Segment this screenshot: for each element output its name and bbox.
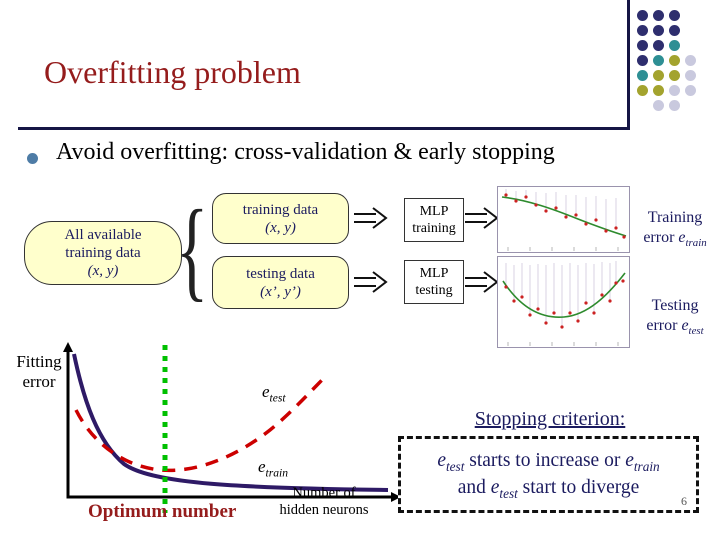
decorative-dot [668,55,680,66]
data-points [504,193,626,239]
arrow-right-icon [465,271,499,293]
etest-curve [74,376,326,473]
testing-data-vars: (x’, y’) [260,283,301,300]
decorative-dot [668,100,680,111]
arrow-right-icon [354,207,388,229]
testing-error-symbol: error etest [646,317,704,338]
decorative-dot [668,25,680,36]
residual-stems [505,189,617,231]
stopping-line2: and etest start to diverge [457,476,640,501]
decorative-dot [652,70,664,81]
training-plot [497,186,630,253]
source-line2: training data [65,245,141,261]
decorative-dot [652,100,664,111]
source-line1: All available [64,227,142,243]
decorative-dot [652,10,664,21]
chart-xlabel: Number of hidden neurons [268,485,380,518]
residual-stems [505,261,617,327]
decorative-dot [636,85,648,96]
fitting-error-chart [63,342,401,513]
dot-spacer [685,25,696,36]
decorative-dot [668,70,680,81]
fit-curve [502,272,626,318]
testing-data-label: testing data [246,265,315,282]
decorative-dot [684,55,696,66]
decorative-dot [636,55,648,66]
y-axis-arrow [63,342,73,352]
testing-data-box: testing data (x’, y’) [212,256,349,309]
decorative-dot [636,40,648,51]
bullet-icon [27,153,38,164]
arrow-right-icon [465,207,499,229]
training-error-label: Training error etrain [630,208,720,250]
decorative-dot [684,70,696,81]
stopping-criterion-box: etest starts to increase or etrain and e… [398,436,699,513]
page-title: Overfitting problem [44,54,301,90]
etest-curve-label: etest [262,382,286,405]
decorative-dot [668,85,680,96]
decorative-dot [652,85,664,96]
training-word: Training [647,209,703,226]
mlp-testing-box: MLP testing [404,260,464,304]
decorative-dot [652,40,664,51]
decorative-dot [668,10,680,21]
decorative-dot [652,55,664,66]
axis-ticks [507,342,619,346]
decorative-dot [668,40,680,51]
data-points [504,279,625,329]
training-error-symbol: error etrain [643,229,707,250]
slide-number: 6 [681,494,687,508]
training-data-box: training data (x, y) [212,193,349,244]
curly-brace: { [176,188,209,312]
xlabel-line1: Number of [292,485,356,501]
decorative-dot [684,85,696,96]
xlabel-line2: hidden neurons [279,501,369,518]
ylabel-line1: Fitting [16,352,62,371]
dot-spacer [685,10,696,21]
source-line3: (x, y) [87,263,119,279]
testing-plot-svg [502,261,626,346]
decorative-dot [636,70,648,81]
dot-spacer [685,100,696,111]
decorative-dot [636,10,648,21]
training-plot-svg [501,189,627,251]
ylabel-line2: error [22,372,56,392]
mlp-label: MLP [419,203,449,219]
mlp-training-box: MLP training [404,198,464,242]
dots-decoration [634,8,698,113]
decorative-dot [652,25,664,36]
source-data-shape: All available training data (x, y) [24,221,182,285]
optimum-number-label: Optimum number [88,501,237,522]
axes [66,350,392,499]
mlp-label: MLP [419,265,449,281]
testing-plot [497,256,630,348]
testing-word: Testing [651,297,699,314]
dot-spacer [637,100,648,111]
chart-ylabel: Fitting error [8,352,70,393]
template-vertical-line [627,0,630,130]
title-underline [18,127,629,130]
etrain-curve [72,353,389,492]
fit-curve [501,196,627,237]
arrow-right-icon [354,271,388,293]
bullet-text: Avoid overfitting: cross-validation & ea… [56,139,555,165]
training-data-vars: (x, y) [265,219,296,236]
training-data-label: training data [242,201,319,218]
decorative-dot [636,25,648,36]
stopping-criterion-heading: Stopping criterion: [474,408,626,430]
testing-error-label: Testing error etest [630,296,720,338]
mlp-testing-label: testing [415,283,453,298]
axis-ticks [507,247,619,251]
etrain-curve-label: etrain [258,457,289,480]
dot-spacer [685,40,696,51]
x-axis-arrow [391,492,401,502]
mlp-training-label: training [412,221,456,236]
stopping-line1: etest starts to increase or etrain [437,450,660,475]
